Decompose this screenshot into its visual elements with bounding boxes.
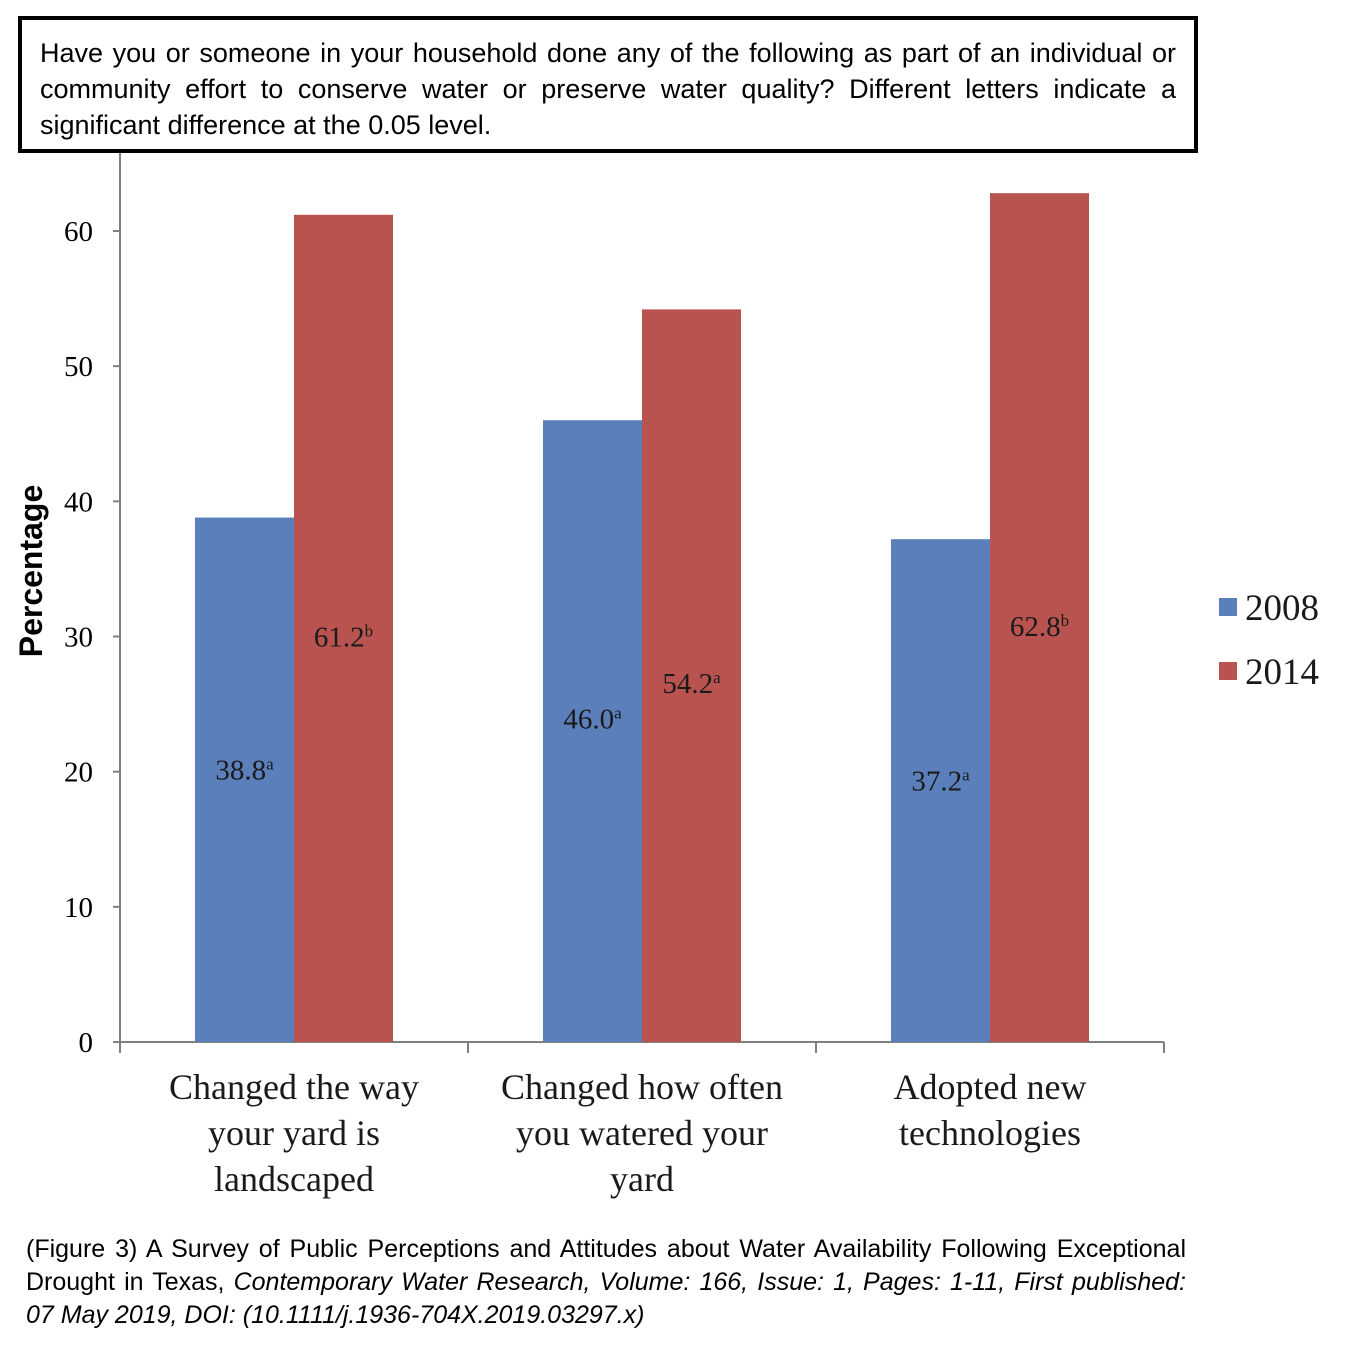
x-category-label: Changed the way [169,1067,419,1107]
chart-title-box: Have you or someone in your household do… [18,16,1198,153]
chart-labels: 38.8a 46.0a 37.2a 61.2b 54.2a 62.8b Changed th… [169,611,1086,1199]
y-tick-label: 10 [64,892,93,924]
y-tick-label: 60 [64,216,93,248]
y-tick-label: 20 [64,757,93,789]
chart-legend: 2008 2014 [1219,588,1319,693]
legend-label: 2008 [1245,588,1319,629]
x-category-label: technologies [899,1113,1081,1153]
figure-caption: (Figure 3) A Survey of Public Perception… [26,1233,1186,1332]
x-category-label: Changed how often [501,1067,783,1107]
data-label: 46.0a [563,704,622,736]
legend-label: 2014 [1245,652,1319,693]
y-tick-label: 0 [79,1027,94,1059]
data-label: 54.2a [662,668,721,700]
x-category-label: you watered your [516,1113,768,1153]
chart-axes: 0 10 20 30 40 50 60 Percentage [13,150,1165,1059]
y-axis-label: Percentage [13,485,49,658]
x-category-label: your yard is [208,1113,380,1153]
x-category-label: landscaped [214,1159,374,1199]
data-label: 37.2a [911,766,970,798]
bar-2014-3 [990,193,1089,1043]
y-tick-label: 30 [64,622,93,654]
data-label: 62.8b [1010,611,1069,643]
data-label: 61.2b [314,622,373,654]
bar-2008-3 [891,539,990,1042]
legend-swatch-2014 [1219,662,1237,680]
y-tick-label: 40 [64,486,93,518]
bar-2014-1 [294,214,393,1042]
x-category-label: Adopted new [894,1067,1087,1107]
y-tick-label: 50 [64,351,93,383]
caption-italic: Contemporary Water Research, Volume: 166… [26,1268,1186,1329]
bar-2014-2 [642,309,741,1042]
legend-swatch-2008 [1219,598,1237,616]
chart-bars [195,193,1089,1043]
bar-2008-2 [543,420,642,1042]
data-label: 38.8a [215,754,274,786]
bar-2008-1 [195,517,294,1042]
chart-title: Have you or someone in your household do… [40,38,1176,140]
x-category-label: yard [610,1159,674,1199]
caption-plain: (Figure 3) A Survey of Public Perception… [26,1235,1186,1296]
